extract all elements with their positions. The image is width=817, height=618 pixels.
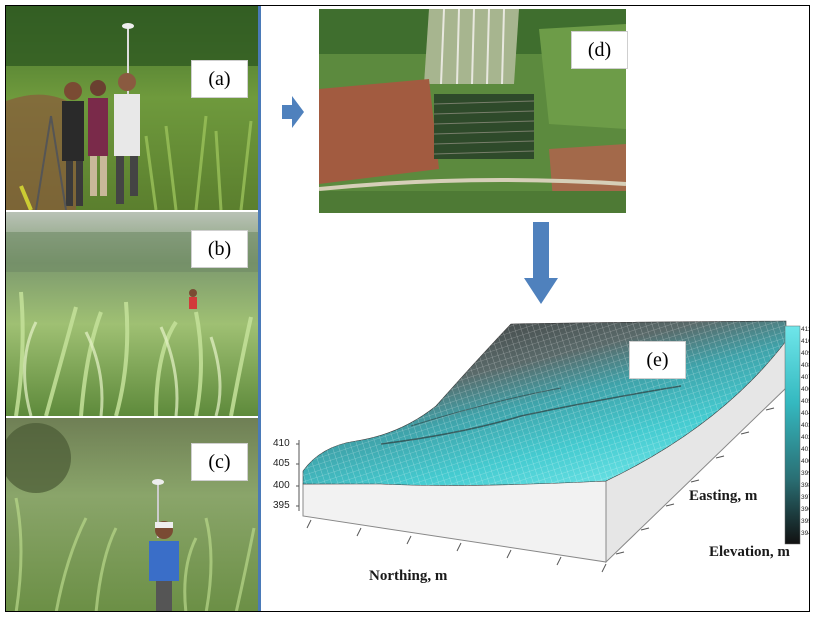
cb-tick: 396 [801, 506, 809, 513]
northing-tick-marks [306, 519, 607, 573]
photo-a-surveyors [6, 6, 258, 210]
vertical-divider [258, 6, 261, 611]
surface-plot-e [296, 320, 801, 573]
figure-frame: (a) (b) [5, 5, 810, 612]
panel-label-e: (e) [629, 341, 686, 379]
cb-tick: 403 [801, 422, 809, 429]
cb-tick: 397 [801, 494, 809, 501]
easting-axis-title: Easting, m [689, 488, 758, 504]
arrow-right-icon [282, 96, 304, 128]
cb-tick: 409 [801, 350, 809, 357]
panel-label-c: (c) [191, 443, 248, 481]
cb-tick: 407 [801, 374, 809, 381]
cb-tick: 401 [801, 446, 809, 453]
z-tick-405: 405 [273, 458, 290, 469]
panel-label-b: (b) [191, 230, 248, 268]
cb-tick: 408 [801, 362, 809, 369]
cb-tick: 394 [801, 530, 809, 537]
z-tick-395: 395 [273, 500, 290, 511]
northing-axis-title: Northing, m [369, 568, 448, 584]
cb-tick: 406 [801, 386, 809, 393]
cb-tick: 404 [801, 410, 809, 417]
cb-tick: 411 [801, 326, 809, 333]
cb-tick: 399 [801, 470, 809, 477]
cb-tick: 398 [801, 482, 809, 489]
cb-tick: 402 [801, 434, 809, 441]
colorbar [784, 325, 801, 545]
arrow-down-icon [524, 222, 558, 304]
cb-tick: 395 [801, 518, 809, 525]
panel-label-d: (d) [571, 31, 628, 69]
elevation-colorbar-title: Elevation, m [709, 544, 790, 560]
plot-base-front [302, 480, 607, 563]
cb-tick: 405 [801, 398, 809, 405]
cb-tick: 410 [801, 338, 809, 345]
panel-label-a: (a) [191, 60, 248, 98]
z-tick-400: 400 [273, 480, 290, 491]
cb-tick: 400 [801, 458, 809, 465]
z-tick-410: 410 [273, 438, 290, 449]
